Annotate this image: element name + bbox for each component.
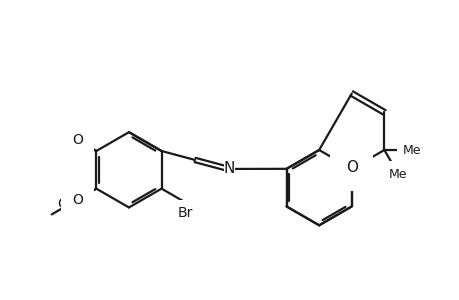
Text: Br: Br xyxy=(178,206,193,220)
Text: Me: Me xyxy=(402,143,420,157)
Text: O: O xyxy=(58,196,68,211)
Text: O: O xyxy=(345,160,357,175)
Text: N: N xyxy=(224,161,235,176)
Text: O: O xyxy=(72,133,83,147)
Text: Me: Me xyxy=(388,167,407,181)
Text: O: O xyxy=(72,193,83,206)
